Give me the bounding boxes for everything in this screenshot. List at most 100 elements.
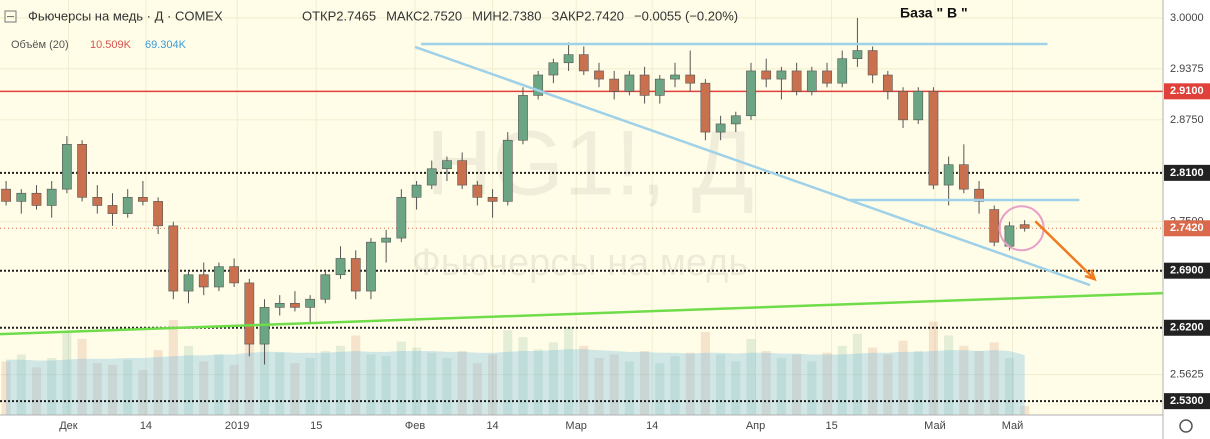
y-tick-label: 2.8750 xyxy=(1170,114,1204,126)
candle-body xyxy=(1019,224,1030,229)
volume-bar xyxy=(913,351,923,415)
volume-bar xyxy=(31,367,42,415)
volume-bar xyxy=(305,357,315,415)
candle-body xyxy=(898,91,908,121)
candle-body xyxy=(518,95,528,141)
collapse-icon[interactable] xyxy=(4,10,17,23)
volume-bar xyxy=(700,332,710,415)
x-tick-label: 14 xyxy=(646,420,658,432)
volume-bar xyxy=(472,363,482,415)
x-tick-label: Дек xyxy=(59,420,78,432)
volume-bar xyxy=(594,357,604,415)
volume-bar xyxy=(579,345,589,415)
level-label: 2.6200 xyxy=(1170,322,1204,334)
volume-bar xyxy=(335,345,346,415)
candle-body xyxy=(563,54,574,64)
level-label-bg xyxy=(1164,393,1210,410)
volume-bar xyxy=(77,338,87,415)
y-tick-label: 2.5625 xyxy=(1170,369,1204,381)
y-tick-label: 2.9375 xyxy=(1170,63,1204,75)
volume-bar xyxy=(92,363,102,415)
volume-bar xyxy=(883,354,893,415)
volume-bar xyxy=(852,333,862,415)
candle-body xyxy=(31,192,42,206)
candle-body xyxy=(958,164,969,190)
trend-line xyxy=(0,291,1164,336)
volume-bar xyxy=(138,370,148,415)
volume-bar xyxy=(792,354,802,415)
volume-bar xyxy=(624,361,634,415)
x-tick-label: 15 xyxy=(310,420,322,432)
settings-icon[interactable] xyxy=(1179,419,1193,433)
candle-body xyxy=(122,197,133,214)
candle-body xyxy=(806,70,817,92)
volume-bar xyxy=(351,335,361,415)
candle-body xyxy=(852,50,863,60)
candle-body xyxy=(274,303,285,308)
volume-bar xyxy=(868,347,878,415)
volume-value: 10.509K xyxy=(90,39,132,51)
level-label-bg xyxy=(1164,319,1210,336)
candle-body xyxy=(730,115,741,125)
candle-body xyxy=(882,74,893,92)
level-label-bg xyxy=(1164,262,1210,279)
volume-bar xyxy=(670,356,680,415)
volume-bar xyxy=(1004,357,1015,415)
x-tick-label: Май xyxy=(924,420,946,432)
candle-body xyxy=(928,91,939,186)
volume-bar xyxy=(427,352,437,415)
candle-body xyxy=(761,70,772,80)
level-label-bg xyxy=(1164,164,1210,181)
volume-bar xyxy=(746,338,756,415)
candle-body xyxy=(776,70,787,80)
last-price-label: 2.7420 xyxy=(1170,222,1204,234)
candle-body xyxy=(366,241,376,292)
level-label-bg xyxy=(1164,83,1210,100)
x-tick-label: 2019 xyxy=(225,420,249,432)
volume-bar xyxy=(229,364,239,415)
candle-body xyxy=(943,164,954,186)
level-label: 2.8100 xyxy=(1170,167,1204,179)
trend-line xyxy=(414,45,1091,287)
candle-body xyxy=(290,303,300,308)
volume-bar xyxy=(837,345,847,415)
candle-body xyxy=(214,266,224,288)
candle-body xyxy=(335,258,346,276)
y-tick-label: 3.0000 xyxy=(1170,12,1204,24)
volume-bar xyxy=(1,361,11,415)
candle-body xyxy=(715,123,726,133)
volume-bar xyxy=(442,357,452,415)
volume-bar xyxy=(168,319,178,415)
volume-bar xyxy=(959,345,969,415)
volume-bar xyxy=(320,351,330,415)
volume-bar xyxy=(685,352,695,415)
candle-body xyxy=(153,201,163,227)
volume-bar xyxy=(62,332,72,415)
candle-body xyxy=(16,192,27,202)
volume-bar xyxy=(47,357,57,415)
arrow-head xyxy=(1084,269,1097,282)
volume-bar xyxy=(183,345,194,415)
volume-bar xyxy=(411,347,422,415)
arrow xyxy=(1034,220,1096,280)
volume-bar xyxy=(244,311,254,415)
volume-ma-value: 69.304K xyxy=(145,39,187,51)
candle-body xyxy=(198,274,209,288)
volume-title: Объём (20) xyxy=(11,39,69,51)
volume-bar xyxy=(989,342,999,415)
volume-bar xyxy=(731,361,741,415)
candle-body xyxy=(487,197,498,202)
volume-bar xyxy=(16,354,26,415)
annotation: База " В " xyxy=(900,5,968,21)
x-tick-label: Фев xyxy=(405,420,425,432)
level-label: 2.5300 xyxy=(1170,395,1204,407)
candle-body xyxy=(639,74,650,96)
candle-body xyxy=(913,91,924,121)
candle-body xyxy=(700,82,711,133)
candle-body xyxy=(670,74,680,80)
volume-bar xyxy=(1020,405,1030,415)
candle-body xyxy=(62,144,72,190)
candle-body xyxy=(46,188,57,206)
candle-body xyxy=(822,70,832,84)
